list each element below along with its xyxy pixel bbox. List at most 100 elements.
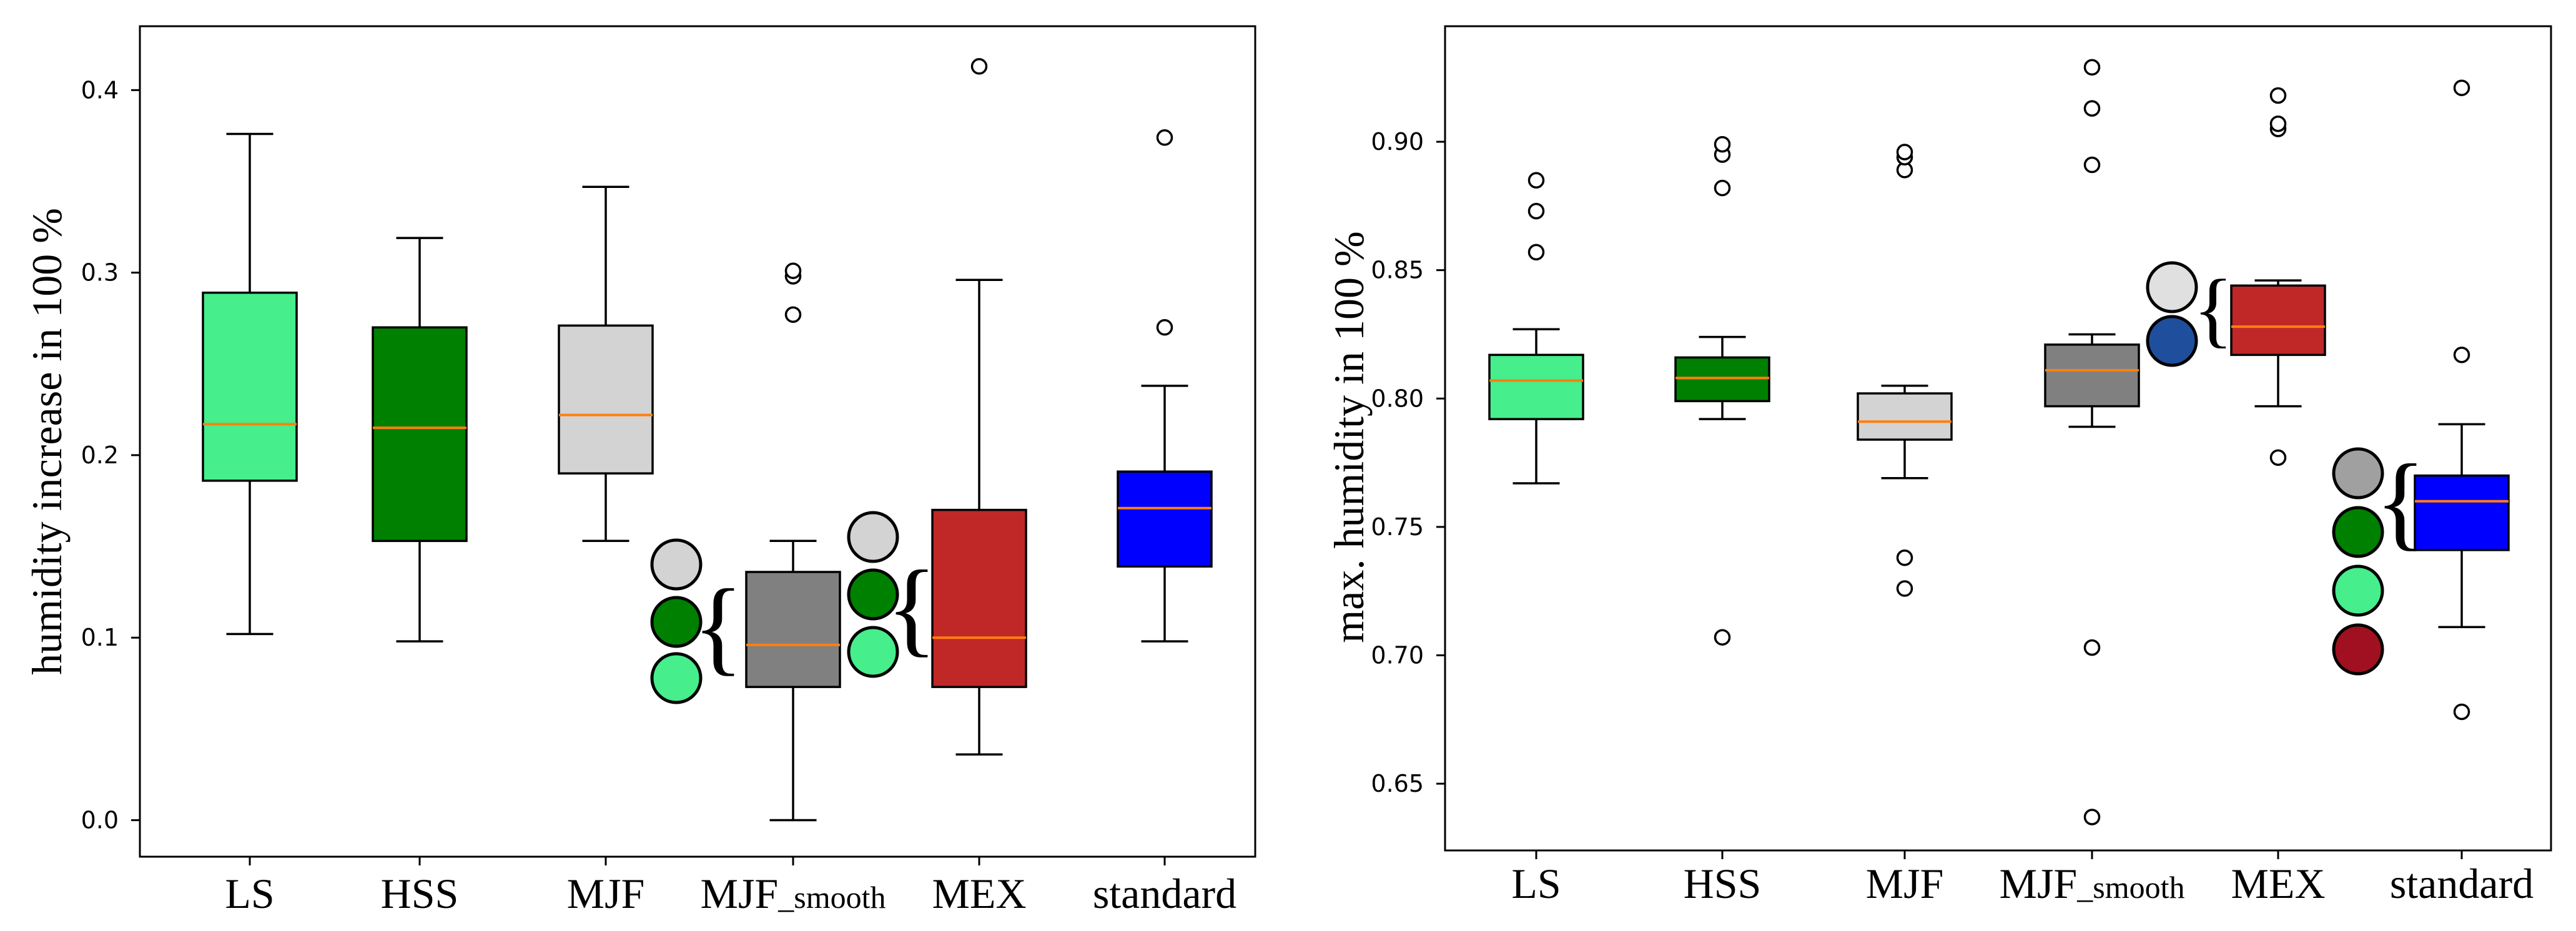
legend-dot [650, 596, 703, 648]
y-tick-label: 0.80 [1371, 385, 1424, 412]
box-rect [1488, 353, 1584, 420]
outlier-point [970, 58, 988, 75]
box-ls: LS [202, 132, 298, 917]
legend-dot [847, 568, 899, 621]
box-standard: standard [2390, 79, 2534, 907]
legend-dot [650, 652, 703, 704]
box-rect [372, 326, 468, 543]
y-tick-label: 0.2 [81, 441, 119, 469]
outlier-point [784, 262, 802, 279]
chart-panel-humidity-increase: humidity increase in 100 % 0.00.10.20.30… [23, 25, 1256, 917]
x-tick-label: MJF_smooth [2000, 860, 2185, 907]
outlier-point [1896, 580, 1913, 597]
outlier-point [2083, 639, 2101, 656]
x-tick-label: standard [1093, 870, 1236, 917]
legend-dot [2332, 564, 2384, 617]
box-mjf: MJF [1857, 144, 1953, 907]
box-mjf-smooth: MJF_smooth [2000, 59, 2185, 907]
box-hss: HSS [372, 237, 468, 917]
legend-dot [2332, 623, 2384, 676]
outlier-point [2453, 347, 2470, 363]
box-rect [2230, 284, 2326, 357]
plot-frame [1444, 25, 2552, 852]
outlier-point [1156, 319, 1173, 336]
legend-group: { [2146, 261, 2234, 367]
box-mex: MEX [2230, 87, 2326, 907]
y-tick-label: 0.3 [81, 259, 119, 287]
x-tick-label: standard [2390, 860, 2534, 907]
outlier-point [2269, 116, 2287, 132]
legend-group: { [650, 538, 744, 704]
y-tick-label: 0.90 [1371, 128, 1424, 155]
y-axis-title: max. humidity in 100 % [1325, 231, 1373, 643]
outlier-point [1896, 549, 1913, 566]
outlier-point [1714, 135, 1731, 153]
box-mex: MEX [931, 58, 1027, 917]
legend-dot [847, 626, 899, 678]
legend-dot [847, 511, 899, 563]
outlier-point [1896, 144, 1913, 160]
x-tick-label: MEX [2231, 860, 2325, 907]
box-rect [745, 571, 841, 688]
outlier-point [2453, 79, 2470, 96]
legend-dot [2146, 315, 2198, 367]
chart-panel-max-humidity: max. humidity in 100 % 0.650.700.750.800… [1325, 25, 2552, 907]
box-rect [202, 292, 298, 482]
legend-dot [2146, 261, 2198, 313]
outlier-point [2453, 703, 2470, 721]
legend-dot [650, 538, 703, 591]
y-tick-label: 0.0 [81, 807, 119, 834]
chart-marks: 0.0 0.1 0.2 0.3 0.4 LS HSS MJF MJF_smooth MEX stan… [81, 58, 1236, 917]
box-mjf: MJF [558, 185, 654, 917]
x-tick-label: MJF_smooth [701, 870, 886, 917]
outlier-point [784, 306, 802, 323]
box-rect [2044, 343, 2140, 408]
box-rect [1674, 356, 1770, 403]
legend-group: { [2332, 443, 2426, 676]
legend-brace: { [2193, 263, 2234, 356]
x-tick-label: MJF [567, 870, 645, 917]
box-rect [931, 508, 1027, 688]
box-mjf-smooth: MJF_smooth [701, 262, 886, 917]
y-tick-label: 0.1 [81, 624, 119, 651]
outlier-point [1714, 629, 1731, 646]
outlier-point [2083, 809, 2101, 825]
legend-group: { [847, 511, 937, 678]
x-tick-label: HSS [1684, 860, 1762, 907]
x-tick-label: MJF [1866, 860, 1944, 907]
x-tick-label: LS [1511, 860, 1561, 907]
box-rect [558, 324, 654, 475]
legend-dot [2332, 506, 2384, 558]
outlier-point [2269, 449, 2287, 466]
box-rect [2414, 474, 2510, 551]
box-standard: standard [1093, 129, 1236, 917]
outlier-point [2269, 87, 2287, 104]
y-tick-label: 0.70 [1371, 641, 1424, 669]
legend-brace: { [886, 549, 937, 666]
x-tick-label: LS [225, 870, 274, 917]
box-rect [1117, 470, 1213, 568]
outlier-point [2083, 59, 2101, 76]
box-ls: LS [1488, 172, 1584, 907]
y-tick-label: 0.85 [1371, 257, 1424, 284]
y-tick-label: 0.75 [1371, 513, 1424, 541]
box-rect [1857, 392, 1953, 441]
x-tick-label: HSS [381, 870, 459, 917]
outlier-point [2083, 156, 2101, 174]
outlier-point [1527, 172, 1545, 189]
y-tick-label: 0.4 [81, 76, 119, 104]
legend-dot [2332, 447, 2384, 500]
chart-marks: 0.65 0.70 0.75 0.80 0.85 0.90 LS HSS MJF MJF_smoo… [1371, 59, 2534, 907]
outlier-point [1156, 129, 1173, 146]
y-axis-title: humidity increase in 100 % [23, 208, 71, 675]
box-hss: HSS [1674, 135, 1770, 907]
outlier-point [1527, 202, 1545, 220]
outlier-point [1714, 179, 1731, 197]
y-tick-label: 0.65 [1371, 770, 1424, 797]
legend-brace: { [2375, 443, 2426, 560]
outlier-point [1527, 244, 1545, 261]
x-tick-label: MEX [932, 870, 1026, 917]
outlier-point [2083, 100, 2101, 117]
plot-frame [139, 25, 1256, 858]
